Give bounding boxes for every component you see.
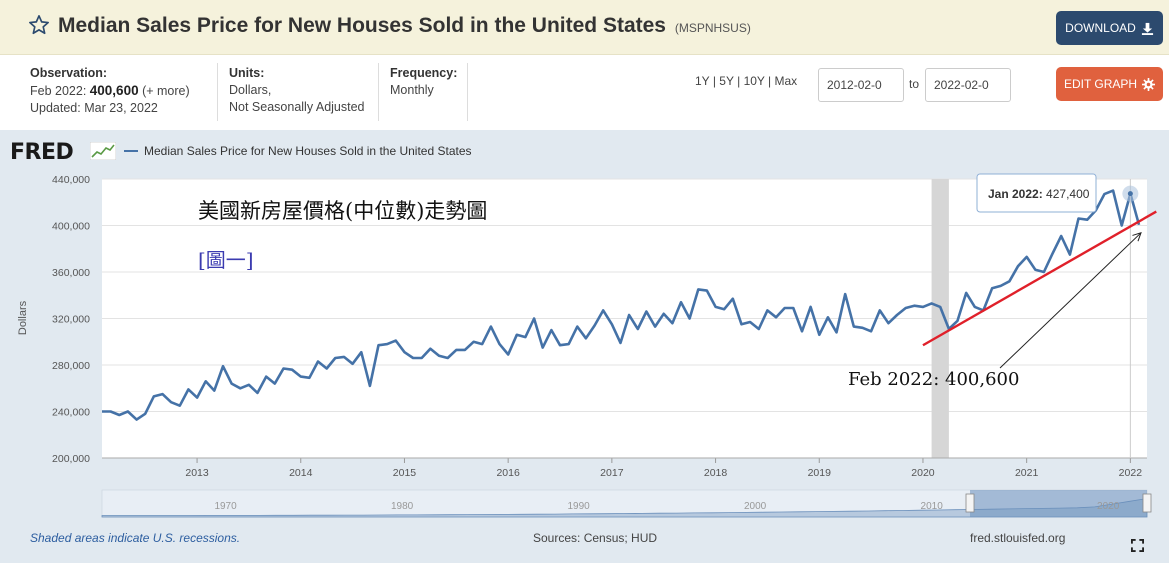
y-tick-label: 440,000 xyxy=(52,174,90,186)
units-line2: Not Seasonally Adjusted xyxy=(229,100,365,114)
frequency-value: Monthly xyxy=(390,83,434,97)
observation-block: Observation: Feb 2022: 400,600 (+ more) … xyxy=(30,65,190,117)
annotation-callout: Feb 2022: 400,600 xyxy=(848,369,1019,390)
x-tick-label: 2021 xyxy=(1015,467,1039,479)
observation-label: Observation: xyxy=(30,66,108,80)
site-link[interactable]: fred.stlouisfed.org xyxy=(970,531,1066,545)
x-tick-label: 2014 xyxy=(289,467,313,479)
y-tick-label: 320,000 xyxy=(52,314,90,326)
navigator[interactable]: 1970 1980 1990 2000 2010 2020 xyxy=(101,489,1152,518)
series-layer xyxy=(102,189,1141,421)
download-button[interactable]: DOWNLOAD xyxy=(1056,11,1163,45)
x-tick-label: 2017 xyxy=(600,467,624,479)
tooltip-value: 427,400 xyxy=(1046,187,1090,201)
page-title: Median Sales Price for New Houses Sold i… xyxy=(58,14,751,38)
y-tick-label: 240,000 xyxy=(52,407,90,419)
tooltip-label: Jan 2022: xyxy=(988,187,1043,201)
range-10y-link[interactable]: 10Y xyxy=(743,74,765,88)
chart-panel: FRED Median Sales Price for New Houses S… xyxy=(0,130,1169,563)
x-tick-label: 2013 xyxy=(185,467,209,479)
updated-date: Updated: Mar 23, 2022 xyxy=(30,101,158,115)
x-tick-label: 2018 xyxy=(704,467,728,479)
range-links: 1Y | 5Y | 10Y | Max xyxy=(695,74,797,88)
callout-arrowhead xyxy=(1132,232,1142,242)
navigator-tick-label: 1970 xyxy=(214,501,237,512)
x-axis-ticks: 2013 2014 2015 2016 2017 2018 2019 2020 2021 2022 xyxy=(102,457,1147,479)
x-tick-label: 2019 xyxy=(808,467,832,479)
series-id: (MSPNHSUS) xyxy=(674,21,751,35)
gear-icon xyxy=(1142,77,1156,91)
chart-svg: 200,000 240,000 280,000 320,000 360,000 400,0… xyxy=(17,173,1157,518)
y-tick-label: 360,000 xyxy=(52,267,90,279)
legend-label: Median Sales Price for New Houses Sold i… xyxy=(144,144,472,158)
y-axis-label: Dollars xyxy=(17,300,29,335)
navigator-tick-label: 1980 xyxy=(391,501,414,512)
tooltip-box xyxy=(976,173,1097,213)
navigator-right-handle[interactable] xyxy=(1142,493,1152,513)
edit-graph-label: EDIT GRAPH xyxy=(1063,77,1138,91)
observation-more-link[interactable]: (+ more) xyxy=(142,84,190,98)
observation-period: Feb 2022: xyxy=(30,84,87,98)
annotation-tag-cn: [圖一] xyxy=(198,248,254,272)
range-1y-link[interactable]: 1Y xyxy=(695,74,710,88)
navigator-selection[interactable] xyxy=(970,490,1147,517)
frequency-label: Frequency: xyxy=(390,66,458,80)
navigator-tick-label: 2020 xyxy=(1097,501,1120,512)
y-axis-ticks: 200,000 240,000 280,000 320,000 360,000 400,0… xyxy=(52,174,90,465)
annotation-title-cn: 美國新房屋價格(中位數)走勢圖 xyxy=(198,199,487,223)
range-separator: | xyxy=(737,74,741,88)
x-tick-label: 2015 xyxy=(393,467,417,479)
navigator-tick-label: 2000 xyxy=(744,501,767,512)
sources-text: Sources: Census; HUD xyxy=(533,531,658,545)
range-5y-link[interactable]: 5Y xyxy=(719,74,734,88)
observation-line: Feb 2022: 400,600 (+ more) xyxy=(30,82,190,100)
fred-logo: FRED xyxy=(10,140,74,165)
meta-row: Observation: Feb 2022: 400,600 (+ more) … xyxy=(0,55,1169,130)
callout-arrow xyxy=(999,232,1142,369)
units-block: Units: Dollars, Not Seasonally Adjusted xyxy=(229,65,365,116)
x-tick-label: 2016 xyxy=(496,467,520,479)
y-tick-label: 280,000 xyxy=(52,360,90,372)
navigator-left-handle[interactable] xyxy=(965,493,975,513)
frequency-block: Frequency: Monthly xyxy=(390,65,457,99)
end-date-input[interactable]: 2022-02-0 xyxy=(925,68,1011,102)
recession-note: Shaded areas indicate U.S. recessions. xyxy=(30,531,241,545)
y-tick-label: 400,000 xyxy=(52,221,90,233)
tooltip: Jan 2022: 427,400 xyxy=(976,173,1097,213)
download-button-label: DOWNLOAD xyxy=(1065,21,1136,35)
trend-line xyxy=(922,210,1157,347)
divider xyxy=(217,63,218,121)
legend-swatch xyxy=(124,150,138,152)
start-date-input[interactable]: 2012-02-0 xyxy=(818,68,904,102)
range-max-link[interactable]: Max xyxy=(774,74,798,88)
navigator-ticks: 1970 1980 1990 2000 2010 2020 xyxy=(214,501,1119,512)
navigator-tick-label: 1990 xyxy=(567,501,590,512)
title-bar: Median Sales Price for New Houses Sold i… xyxy=(0,0,1169,55)
x-tick-label: 2020 xyxy=(911,467,935,479)
units-line1: Dollars, xyxy=(229,83,272,97)
range-separator: | xyxy=(712,74,716,88)
divider xyxy=(378,63,379,121)
y-tick-label: 200,000 xyxy=(52,453,90,465)
expand-icon[interactable] xyxy=(1131,539,1144,552)
recession-shading xyxy=(931,179,949,458)
star-icon[interactable] xyxy=(28,14,50,36)
navigator-tick-label: 2010 xyxy=(921,501,944,512)
download-icon xyxy=(1141,22,1153,35)
tooltip-text: Jan 2022: 427,400 xyxy=(988,187,1090,201)
edit-graph-button[interactable]: EDIT GRAPH xyxy=(1056,67,1163,101)
recession-band xyxy=(931,179,949,458)
annotation-layer xyxy=(922,179,1157,458)
series-line xyxy=(102,189,1141,421)
to-label: to xyxy=(909,77,920,91)
fred-logo-graph-icon xyxy=(90,142,116,160)
hover-point xyxy=(1127,191,1133,197)
page-title-text: Median Sales Price for New Houses Sold i… xyxy=(58,14,666,37)
x-tick-label: 2022 xyxy=(1119,467,1143,479)
observation-value: 400,600 xyxy=(89,83,139,98)
divider xyxy=(467,63,468,121)
units-label: Units: xyxy=(229,66,265,80)
range-separator: | xyxy=(768,74,772,88)
